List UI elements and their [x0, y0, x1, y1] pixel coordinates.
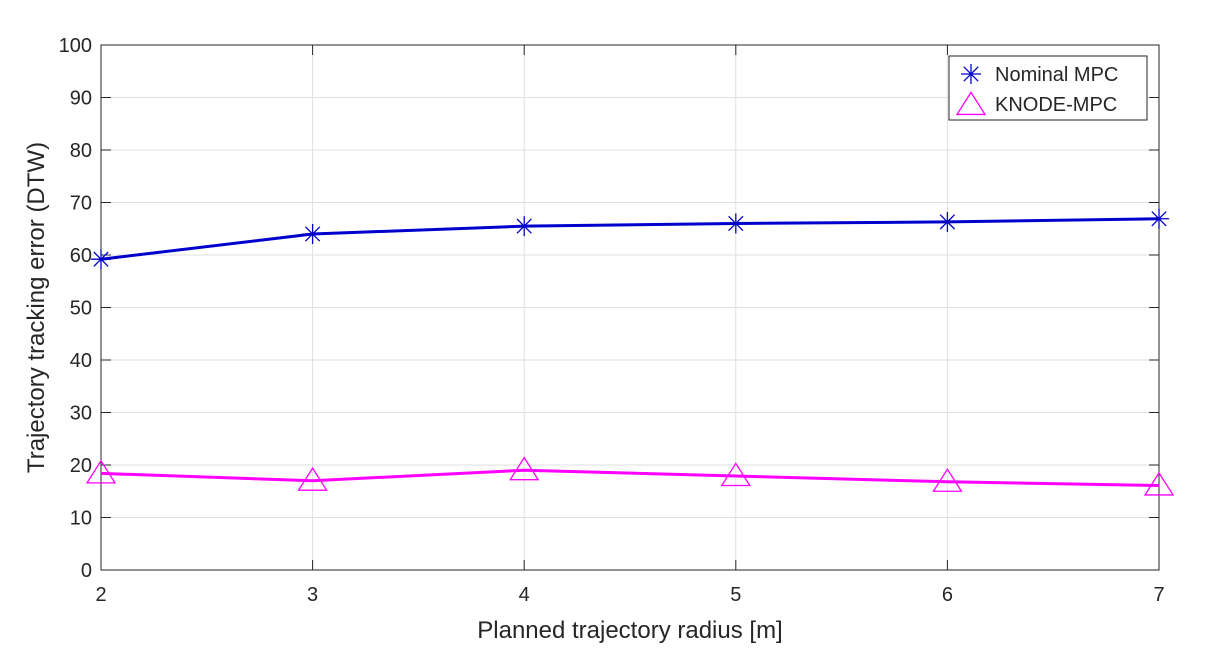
legend-marker-asterisk [961, 64, 981, 84]
data-point [937, 211, 958, 232]
series-line-knode-mpc [100, 468, 1160, 487]
data-point [297, 466, 328, 491]
x-tick-label: 3 [307, 584, 318, 606]
legend-entry-knode-mpc: KNODE-MPC [955, 91, 1117, 116]
series-layer [85, 208, 1175, 496]
legend-triangle-icon [955, 91, 987, 116]
data-point [509, 456, 540, 481]
grid [100, 44, 1160, 571]
y-tick-label: 50 [70, 298, 92, 320]
y-tick-label: 80 [70, 140, 92, 162]
y-tick-label: 20 [70, 455, 92, 477]
y-tick-label: 100 [59, 35, 92, 57]
data-point [302, 224, 323, 244]
y-axis-title: Trajectory tracking error (DTW) [23, 142, 50, 473]
x-tick-label: 6 [942, 584, 953, 606]
x-tick-label: 5 [730, 584, 741, 606]
y-tick-label: 90 [70, 88, 92, 110]
y-tick-label: 40 [70, 350, 92, 372]
x-tick-label: 2 [95, 584, 106, 606]
marker-stroke [1151, 211, 1167, 227]
y-tick-label: 30 [70, 403, 92, 425]
x-tick-label: 7 [1153, 584, 1164, 606]
y-tick-label: 10 [70, 508, 92, 530]
data-point [85, 459, 117, 484]
legend-marker-triangle [955, 91, 987, 116]
y-tick-label: 60 [70, 245, 92, 267]
legend-label: KNODE-MPC [995, 94, 1117, 116]
data-point [720, 462, 751, 487]
data-point [725, 213, 746, 234]
marker-stroke [304, 226, 321, 242]
x-tick-label: 4 [519, 584, 530, 606]
legend: Nominal MPC KNODE-MPC [948, 55, 1148, 121]
marker-stroke [728, 215, 744, 232]
marker-stroke [963, 66, 979, 82]
y-tick-label: 0 [81, 560, 92, 582]
legend-asterisk-icon [961, 64, 981, 84]
legend-entry-nominal-mpc: Nominal MPC [961, 64, 1118, 86]
marker-stroke [939, 214, 956, 230]
marker-stroke [93, 251, 109, 267]
marker-stroke [516, 218, 532, 234]
series-line-nominal-mpc [100, 217, 1160, 261]
data-point [932, 467, 963, 492]
data-point [514, 216, 535, 237]
x-axis-title: Planned trajectory radius [m] [477, 617, 782, 644]
data-point [91, 249, 111, 270]
y-tick-label: 70 [70, 193, 92, 215]
data-point [1149, 208, 1169, 229]
legend-label: Nominal MPC [995, 64, 1118, 86]
data-point [1143, 471, 1175, 496]
